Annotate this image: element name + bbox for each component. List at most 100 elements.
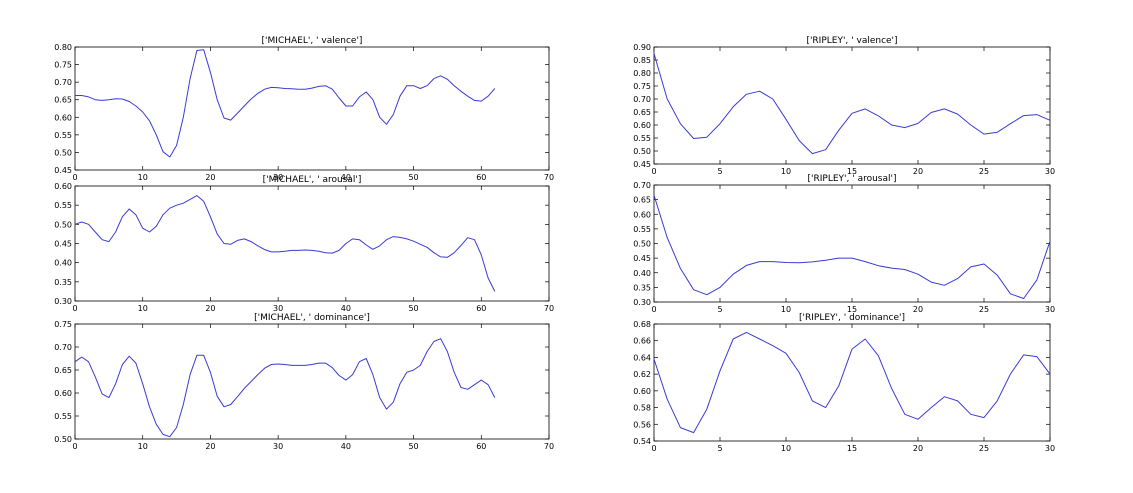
- ripley-valence-title: ['RIPLEY', ' valence']: [806, 36, 897, 46]
- michael-arousal-xtick-label: 60: [476, 304, 486, 313]
- michael-arousal-ytick-label: 0.55: [54, 201, 72, 210]
- ripley-arousal-ytick-label: 0.60: [633, 210, 651, 219]
- michael-valence-xtick-label: 0: [72, 173, 77, 182]
- michael-arousal-ytick-label: 0.30: [54, 297, 72, 306]
- michael-valence-ytick-label: 0.60: [54, 113, 72, 122]
- ripley-arousal-xtick-label: 10: [781, 305, 791, 314]
- ripley-arousal-panel: ['RIPLEY', ' arousal'] 0 5 10 15 20 25 30 0.30 0.…: [633, 174, 1055, 314]
- ripley-dominance-xtick-label: 5: [717, 444, 722, 453]
- michael-valence-xtick-label: 40: [341, 173, 351, 182]
- michael-arousal-xtick-label: 40: [341, 304, 351, 313]
- ripley-dominance-ytick-label: 0.56: [633, 420, 651, 429]
- ripley-dominance-panel: ['RIPLEY', ' dominance'] 0 5 10 15 20 25 30 0.54…: [633, 313, 1055, 453]
- ripley-dominance-axes-frame: [653, 323, 1051, 442]
- michael-valence-xtick-label: 10: [138, 173, 148, 182]
- ripley-valence-ytick-label: 0.90: [633, 43, 651, 52]
- michael-dominance-axes-frame: [74, 323, 550, 440]
- michael-dominance-ytick-label: 0.70: [54, 343, 72, 352]
- ripley-arousal-ytick-label: 0.65: [633, 196, 651, 205]
- ripley-valence-axes-frame: [653, 46, 1051, 165]
- michael-arousal-xtick-label: 20: [205, 304, 215, 313]
- michael-valence-ytick-label: 0.80: [54, 43, 72, 52]
- ripley-arousal-xtick-label: 20: [913, 305, 923, 314]
- michael-valence-ytick-label: 0.75: [54, 61, 72, 70]
- michael-arousal-xtick-label: 30: [273, 304, 283, 313]
- ripley-dominance-xtick-label: 30: [1045, 444, 1055, 453]
- ripley-valence-ytick-label: 0.55: [633, 134, 651, 143]
- ripley-dominance-xtick-label: 25: [979, 444, 989, 453]
- michael-dominance-xtick-label: 60: [476, 442, 486, 451]
- michael-arousal-xtick-label: 50: [408, 304, 418, 313]
- ripley-valence-xtick-label: 20: [913, 167, 923, 176]
- ripley-valence-ytick-label: 0.60: [633, 121, 651, 130]
- ripley-dominance-xtick-label: 0: [651, 444, 656, 453]
- ripley-arousal-ytick-label: 0.55: [633, 225, 651, 234]
- michael-arousal-ytick-label: 0.35: [54, 278, 72, 287]
- ripley-arousal-xtick-label: 5: [717, 305, 722, 314]
- michael-valence-xtick-label: 70: [544, 173, 554, 182]
- michael-valence-panel: ['MICHAEL', ' valence'] 0 10 20 30 40 50 60 70 0.…: [54, 36, 554, 182]
- ripley-valence-series-line: [653, 53, 1051, 155]
- michael-valence-xtick-label: 20: [205, 173, 215, 182]
- michael-arousal-panel: ['MICHAEL', ' arousal'] 0 10 20 30 40 50 60 70 0.…: [54, 175, 554, 313]
- ripley-dominance-ytick-label: 0.68: [633, 320, 651, 329]
- ripley-valence-ytick-label: 0.65: [633, 108, 651, 117]
- michael-arousal-ytick-label: 0.45: [54, 240, 72, 249]
- ripley-arousal-ytick-label: 0.50: [633, 240, 651, 249]
- michael-valence-axes-frame: [74, 46, 550, 171]
- michael-valence-series-line: [75, 49, 496, 158]
- ripley-dominance-xtick-label: 20: [913, 444, 923, 453]
- michael-valence-ytick-label: 0.65: [54, 96, 72, 105]
- ripley-arousal-xtick-label: 0: [651, 305, 656, 314]
- ripley-arousal-title: ['RIPLEY', ' arousal']: [808, 174, 897, 184]
- michael-arousal-xtick-label: 0: [72, 304, 77, 313]
- michael-valence-xtick-label: 60: [476, 173, 486, 182]
- ripley-dominance-xtick-label: 15: [847, 444, 857, 453]
- michael-valence-title: ['MICHAEL', ' valence']: [262, 36, 363, 46]
- michael-dominance-title: ['MICHAEL', ' dominance']: [254, 313, 370, 323]
- michael-dominance-ytick-label: 0.50: [54, 435, 72, 444]
- ripley-dominance-ytick-label: 0.60: [633, 387, 651, 396]
- michael-dominance-panel: ['MICHAEL', ' dominance'] 0 10 20 30 40 50 60 70…: [54, 313, 554, 451]
- ripley-valence-ytick-label: 0.75: [633, 82, 651, 91]
- ripley-valence-xtick-label: 0: [651, 167, 656, 176]
- ripley-arousal-axes-frame: [653, 184, 1051, 303]
- michael-valence-xtick-label: 30: [273, 173, 283, 182]
- ripley-dominance-ytick-label: 0.58: [633, 404, 651, 413]
- michael-dominance-series-line: [74, 338, 496, 438]
- michael-dominance-xtick-label: 10: [138, 442, 148, 451]
- ripley-valence-xtick-label: 5: [717, 167, 722, 176]
- ripley-valence-panel: ['RIPLEY', ' valence'] 0 5 10 15 20 25 30 0.45 0.…: [633, 36, 1055, 176]
- ripley-valence-xtick-label: 25: [979, 167, 989, 176]
- ripley-dominance-title: ['RIPLEY', ' dominance']: [799, 313, 905, 323]
- ripley-valence-ytick-label: 0.50: [633, 147, 651, 156]
- michael-dominance-xtick-label: 70: [544, 442, 554, 451]
- ripley-valence-ytick-label: 0.45: [633, 160, 651, 169]
- ripley-valence-xtick-label: 30: [1045, 167, 1055, 176]
- ripley-arousal-ytick-label: 0.40: [633, 269, 651, 278]
- ripley-valence-ytick-label: 0.80: [633, 69, 651, 78]
- michael-valence-xtick-label: 50: [408, 173, 418, 182]
- michael-valence-ytick-label: 0.55: [54, 131, 72, 140]
- ripley-arousal-ytick-label: 0.70: [633, 181, 651, 190]
- ripley-dominance-series-line: [653, 331, 1051, 434]
- ripley-arousal-xtick-label: 25: [979, 305, 989, 314]
- michael-dominance-ytick-label: 0.65: [54, 366, 72, 375]
- michael-arousal-xtick-label: 70: [544, 304, 554, 313]
- ripley-arousal-ytick-label: 0.45: [633, 254, 651, 263]
- michael-dominance-xtick-label: 50: [408, 442, 418, 451]
- ripley-dominance-ytick-label: 0.54: [633, 437, 651, 446]
- michael-dominance-xtick-label: 40: [341, 442, 351, 451]
- michael-arousal-xtick-label: 10: [138, 304, 148, 313]
- ripley-valence-xtick-label: 15: [847, 167, 857, 176]
- michael-dominance-ytick-label: 0.55: [54, 412, 72, 421]
- ripley-valence-ytick-label: 0.70: [633, 95, 651, 104]
- ripley-dominance-ytick-label: 0.64: [633, 353, 651, 362]
- michael-arousal-ytick-label: 0.40: [54, 259, 72, 268]
- michael-valence-ytick-label: 0.50: [54, 148, 72, 157]
- michael-dominance-xtick-label: 20: [205, 442, 215, 451]
- michael-arousal-series-line: [74, 195, 496, 292]
- ripley-dominance-ytick-label: 0.66: [633, 337, 651, 346]
- ripley-dominance-xtick-label: 10: [781, 444, 791, 453]
